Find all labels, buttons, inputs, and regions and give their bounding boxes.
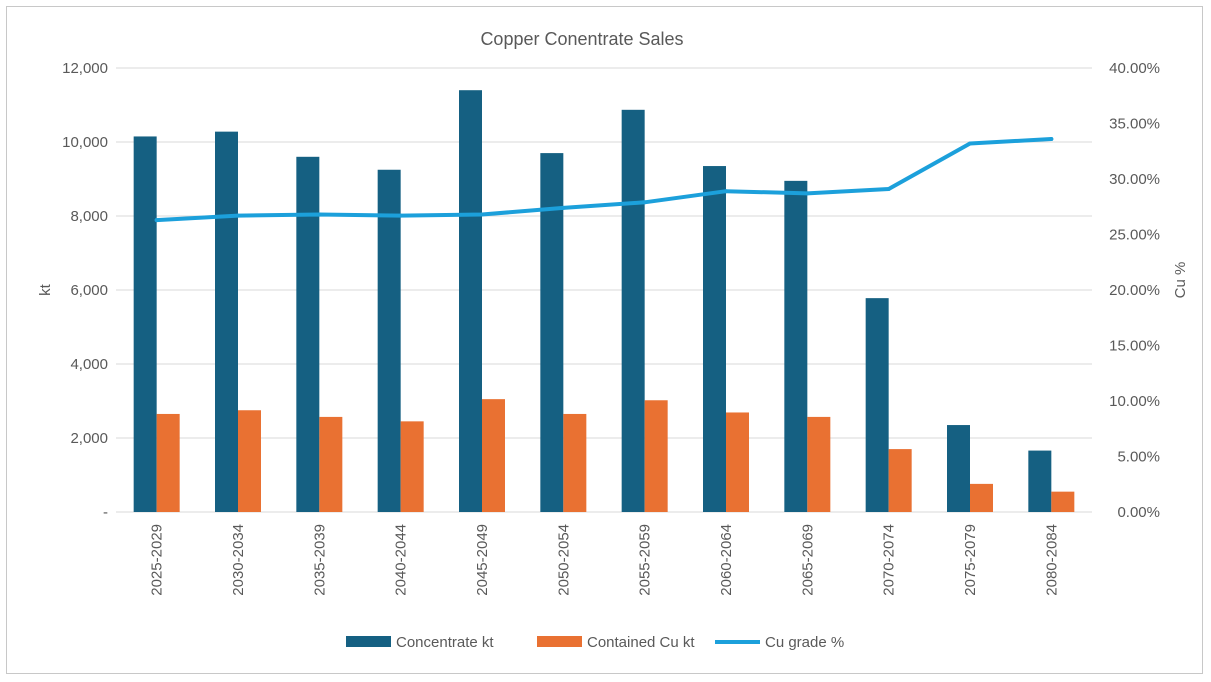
bar-concentrate-kt xyxy=(703,166,726,512)
legend: Concentrate kt Contained Cu kt Cu grade % xyxy=(346,634,844,651)
x-tick-label: 2040-2044 xyxy=(393,524,410,596)
y-tick-label: 6,000 xyxy=(70,282,108,299)
y-axis-ticks: - 2,000 4,000 6,000 8,000 10,000 12,000 xyxy=(62,60,108,521)
line-point-cu-grade xyxy=(236,214,240,218)
line-point-cu-grade xyxy=(643,200,647,204)
legend-concentrate-kt-swatch xyxy=(346,636,391,647)
x-tick-label: 2080-2084 xyxy=(1043,524,1060,596)
legend-cu-grade-label: Cu grade % xyxy=(765,634,844,651)
legend-concentrate-kt-label: Concentrate kt xyxy=(396,634,494,651)
line-cu-grade xyxy=(157,139,1052,220)
x-tick-label: 2050-2054 xyxy=(555,524,572,596)
y2-tick-label: 40.00% xyxy=(1109,60,1160,77)
x-tick-label: 2025-2029 xyxy=(149,524,166,596)
y2-tick-label: 30.00% xyxy=(1109,171,1160,188)
bar-contained-cu-kt xyxy=(563,414,586,512)
x-tick-label: 2045-2049 xyxy=(474,524,491,596)
y2-axis-title: Cu % xyxy=(1172,262,1189,299)
bar-concentrate-kt xyxy=(296,157,319,512)
line-point-cu-grade xyxy=(561,206,565,210)
bar-contained-cu-kt xyxy=(401,421,424,512)
line-point-cu-grade xyxy=(317,213,321,217)
x-tick-label: 2065-2069 xyxy=(799,524,816,596)
bar-concentrate-kt xyxy=(622,110,645,512)
y2-tick-label: 15.00% xyxy=(1109,338,1160,355)
bar-concentrate-kt xyxy=(134,136,157,512)
bar-contained-cu-kt xyxy=(807,417,830,512)
y2-tick-label: 0.00% xyxy=(1117,504,1160,521)
y2-tick-label: 10.00% xyxy=(1109,393,1160,410)
y2-tick-label: 5.00% xyxy=(1117,449,1160,466)
line-marks xyxy=(155,137,1054,222)
x-axis-ticks: 2025-2029 2030-2034 2035-2039 2040-2044 2045… xyxy=(149,524,1061,596)
bar-contained-cu-kt xyxy=(319,417,342,512)
y-tick-label: 10,000 xyxy=(62,134,108,151)
bar-concentrate-kt xyxy=(947,425,970,512)
y-tick-label: 12,000 xyxy=(62,60,108,77)
bar-contained-cu-kt xyxy=(970,484,993,512)
line-point-cu-grade xyxy=(724,189,728,193)
line-point-cu-grade xyxy=(887,187,891,191)
bar-contained-cu-kt xyxy=(482,399,505,512)
line-point-cu-grade xyxy=(155,218,159,222)
y-tick-label: 4,000 xyxy=(70,356,108,373)
gridlines xyxy=(116,68,1092,512)
bar-concentrate-kt xyxy=(784,181,807,512)
y2-tick-label: 25.00% xyxy=(1109,227,1160,244)
y2-axis-ticks: 0.00% 5.00% 10.00% 15.00% 20.00% 25.00% 30.00%… xyxy=(1109,60,1160,521)
x-tick-label: 2075-2079 xyxy=(962,524,979,596)
y2-tick-label: 20.00% xyxy=(1109,282,1160,299)
x-tick-label: 2055-2059 xyxy=(637,524,654,596)
x-tick-label: 2035-2039 xyxy=(311,524,328,596)
bar-concentrate-kt xyxy=(378,170,401,512)
line-point-cu-grade xyxy=(480,213,484,217)
line-point-cu-grade xyxy=(805,191,809,195)
x-tick-label: 2070-2074 xyxy=(881,524,898,596)
y-tick-label: 8,000 xyxy=(70,208,108,225)
line-point-cu-grade xyxy=(399,214,403,218)
line-point-cu-grade xyxy=(968,141,972,145)
x-tick-label: 2060-2064 xyxy=(718,524,735,596)
bar-concentrate-kt xyxy=(215,132,238,512)
bar-contained-cu-kt xyxy=(889,449,912,512)
bar-concentrate-kt xyxy=(866,298,889,512)
y-tick-label: 2,000 xyxy=(70,430,108,447)
bar-contained-cu-kt xyxy=(157,414,180,512)
y2-tick-label: 35.00% xyxy=(1109,116,1160,133)
line-point-cu-grade xyxy=(1049,137,1053,141)
bar-marks xyxy=(134,90,1075,512)
bar-contained-cu-kt xyxy=(726,412,749,512)
y-axis-title: kt xyxy=(37,283,54,296)
bar-contained-cu-kt xyxy=(238,410,261,512)
bar-concentrate-kt xyxy=(459,90,482,512)
x-tick-label: 2030-2034 xyxy=(230,524,247,596)
bar-concentrate-kt xyxy=(1028,451,1051,512)
bar-contained-cu-kt xyxy=(1051,492,1074,512)
bar-contained-cu-kt xyxy=(645,400,668,512)
chart-title: Copper Conentrate Sales xyxy=(480,29,683,49)
legend-contained-cu-kt-swatch xyxy=(537,636,582,647)
legend-contained-cu-kt-label: Contained Cu kt xyxy=(587,634,695,651)
y-tick-label: - xyxy=(103,504,108,521)
